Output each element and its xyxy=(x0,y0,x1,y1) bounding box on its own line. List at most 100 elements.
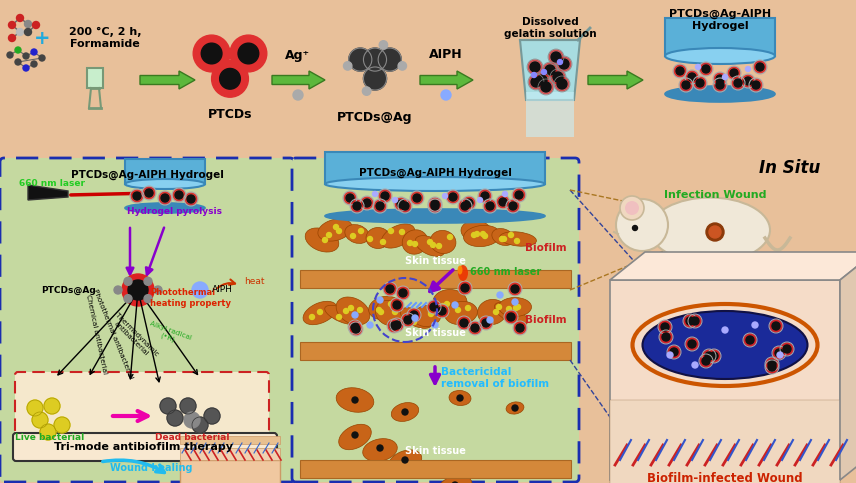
Circle shape xyxy=(160,398,176,414)
Circle shape xyxy=(359,228,364,233)
Circle shape xyxy=(54,417,70,433)
Circle shape xyxy=(514,322,526,334)
Circle shape xyxy=(318,310,323,314)
Ellipse shape xyxy=(413,305,441,327)
Circle shape xyxy=(175,191,183,199)
Circle shape xyxy=(185,193,197,205)
Circle shape xyxy=(362,87,371,95)
Circle shape xyxy=(401,202,409,210)
Circle shape xyxy=(770,320,782,332)
Circle shape xyxy=(407,241,413,245)
Circle shape xyxy=(364,67,387,90)
Circle shape xyxy=(430,303,438,311)
Circle shape xyxy=(694,77,706,89)
Bar xyxy=(300,270,571,288)
Circle shape xyxy=(348,48,372,71)
Circle shape xyxy=(431,200,439,208)
Bar xyxy=(180,448,280,460)
Circle shape xyxy=(346,194,354,202)
Text: Ag⁺: Ag⁺ xyxy=(285,48,311,61)
Circle shape xyxy=(659,321,671,333)
Circle shape xyxy=(530,62,540,72)
Ellipse shape xyxy=(125,179,205,189)
Circle shape xyxy=(144,277,152,285)
Circle shape xyxy=(323,238,328,242)
Bar xyxy=(180,436,280,444)
Circle shape xyxy=(752,81,760,89)
Circle shape xyxy=(706,223,724,241)
Text: PTCDs@Ag-AIPH Hydrogel: PTCDs@Ag-AIPH Hydrogel xyxy=(359,168,511,178)
Circle shape xyxy=(512,299,518,305)
Bar xyxy=(325,152,545,184)
Circle shape xyxy=(437,243,442,248)
Circle shape xyxy=(334,225,338,229)
Circle shape xyxy=(23,65,29,71)
Text: heat: heat xyxy=(244,278,265,286)
Circle shape xyxy=(708,350,720,362)
Circle shape xyxy=(33,22,39,28)
Circle shape xyxy=(124,295,132,303)
Circle shape xyxy=(514,239,520,243)
Circle shape xyxy=(481,192,489,200)
Text: Photothermal
heating property: Photothermal heating property xyxy=(150,288,231,308)
Circle shape xyxy=(389,301,394,307)
Ellipse shape xyxy=(643,311,807,379)
Circle shape xyxy=(480,317,492,329)
Circle shape xyxy=(471,324,479,332)
Circle shape xyxy=(143,187,155,199)
Ellipse shape xyxy=(415,236,445,256)
FancyArrow shape xyxy=(140,71,195,89)
Ellipse shape xyxy=(461,220,491,242)
Bar xyxy=(610,415,840,430)
Text: 660 nm laser: 660 nm laser xyxy=(470,267,541,277)
Text: Alkyl radical
(•R): Alkyl radical (•R) xyxy=(146,320,192,348)
Circle shape xyxy=(398,62,407,70)
Ellipse shape xyxy=(495,302,527,326)
Ellipse shape xyxy=(665,48,775,64)
Circle shape xyxy=(466,306,471,311)
Ellipse shape xyxy=(369,296,401,320)
Circle shape xyxy=(377,308,382,313)
Circle shape xyxy=(358,308,362,313)
Bar xyxy=(180,460,280,483)
Ellipse shape xyxy=(650,198,770,262)
Circle shape xyxy=(393,321,401,329)
Circle shape xyxy=(377,297,383,303)
Circle shape xyxy=(529,75,543,89)
Circle shape xyxy=(399,200,411,212)
Ellipse shape xyxy=(498,298,532,316)
Circle shape xyxy=(429,198,441,210)
Bar xyxy=(87,68,103,88)
Circle shape xyxy=(766,361,778,373)
Circle shape xyxy=(193,35,230,72)
Text: Biofilm: Biofilm xyxy=(526,243,567,253)
Circle shape xyxy=(438,307,446,315)
Circle shape xyxy=(351,200,363,212)
Circle shape xyxy=(730,69,738,77)
Circle shape xyxy=(39,55,45,61)
Circle shape xyxy=(469,322,481,334)
Circle shape xyxy=(192,282,208,298)
Ellipse shape xyxy=(306,228,339,252)
Circle shape xyxy=(744,334,756,346)
Circle shape xyxy=(31,49,37,55)
Circle shape xyxy=(688,73,696,81)
Polygon shape xyxy=(28,185,68,200)
Circle shape xyxy=(507,307,512,312)
Text: AIPH: AIPH xyxy=(212,285,233,295)
Circle shape xyxy=(167,410,183,426)
Circle shape xyxy=(367,322,373,328)
Circle shape xyxy=(390,322,398,330)
Circle shape xyxy=(768,360,776,368)
Circle shape xyxy=(660,331,672,343)
Ellipse shape xyxy=(449,390,471,406)
Circle shape xyxy=(25,28,32,35)
Circle shape xyxy=(408,309,420,321)
Text: PTCDs@Ag: PTCDs@Ag xyxy=(41,285,96,295)
Ellipse shape xyxy=(376,300,402,326)
Circle shape xyxy=(486,202,494,210)
Circle shape xyxy=(459,282,471,294)
Ellipse shape xyxy=(458,265,468,281)
Circle shape xyxy=(220,69,241,89)
Ellipse shape xyxy=(433,289,467,314)
